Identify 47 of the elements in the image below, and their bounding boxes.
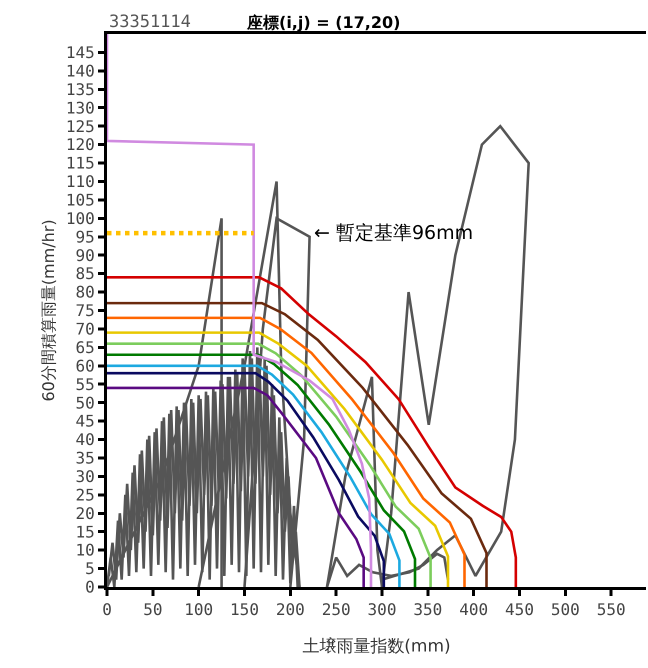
y-tick-label: 50 [76, 393, 95, 412]
y-axis-title: 60分間積算雨量(mm/hr) [38, 219, 58, 402]
y-tick-label: 90 [76, 246, 95, 265]
y-tick-label: 25 [76, 485, 95, 504]
y-tick-label: 75 [76, 301, 95, 320]
y-tick-label: 70 [76, 320, 95, 339]
chart-subtitle: 座標(i,j) = (17,20) [246, 13, 400, 32]
x-tick-label: 350 [413, 600, 442, 620]
x-axis-title: 土壌雨量指数(mm) [302, 636, 451, 657]
y-tick-label: 145 [66, 43, 95, 62]
y-tick-label: 130 [66, 98, 95, 118]
x-tick-label: 550 [596, 600, 626, 620]
x-tick-label: 150 [230, 600, 259, 620]
y-tick-label: 135 [66, 80, 95, 99]
x-tick-label: 50 [143, 600, 162, 620]
y-tick-label: 0 [85, 578, 95, 597]
y-tick-label: 60 [76, 356, 95, 376]
y-tick-label: 20 [76, 504, 95, 523]
y-tick-label: 120 [66, 135, 95, 154]
y-tick-label: 125 [66, 116, 95, 136]
y-tick-label: 100 [66, 208, 95, 228]
y-tick-label: 95 [76, 227, 95, 246]
x-tick-label: 250 [322, 600, 351, 620]
y-tick-label: 40 [76, 430, 95, 450]
y-tick-label: 55 [76, 374, 95, 394]
y-tick-label: 5 [85, 559, 95, 578]
y-tick-label: 65 [76, 338, 95, 357]
line-series [107, 34, 372, 587]
x-tick-label: 0 [102, 600, 112, 620]
y-tick-label: 35 [76, 448, 95, 468]
x-tick-label: 400 [459, 600, 488, 620]
y-tick-label: 10 [76, 540, 95, 560]
y-tick-label: 105 [66, 190, 95, 210]
chart-title: 33351114 [109, 12, 191, 32]
y-tick-label: 80 [76, 282, 95, 302]
y-tick-label: 110 [66, 172, 95, 192]
x-tick-label: 500 [550, 600, 580, 620]
y-tick-label: 30 [76, 467, 95, 486]
y-tick-label: 140 [66, 61, 95, 80]
x-tick-label: 200 [276, 600, 305, 620]
y-tick-label: 45 [76, 412, 95, 431]
y-tick-label: 15 [76, 522, 95, 542]
x-tick-label: 450 [505, 600, 534, 620]
y-tick-label: 115 [66, 154, 95, 173]
y-tick-label: 85 [76, 264, 95, 284]
x-tick-label: 300 [368, 600, 396, 620]
x-tick-label: 100 [184, 600, 214, 620]
